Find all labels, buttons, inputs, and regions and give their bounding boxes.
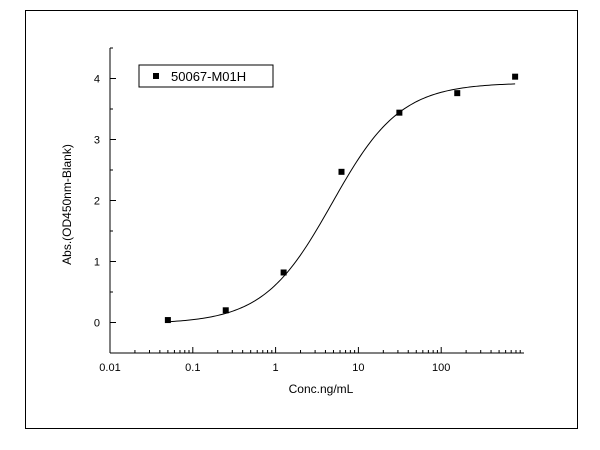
x-tick-label: 10 [352,362,364,374]
fit-curve [167,83,516,323]
x-tick-label: 0.01 [99,362,120,374]
y-tick-label: 0 [94,318,100,330]
x-ticks: 0.01 0.1 1 10 100 [99,347,521,374]
data-point [396,109,403,116]
data-point [222,307,229,314]
data-points [164,73,519,324]
legend-marker [153,73,159,79]
y-tick-label: 3 [94,135,100,147]
y-tick-label: 4 [94,74,100,86]
data-point [280,269,287,276]
x-tick-label: 0.1 [185,362,200,374]
chart-frame: 0.01 0.1 1 10 100 0 1 2 3 4 Conc.ng/mL Abs.(OD45… [25,10,578,429]
data-point [164,317,171,324]
plot-area: 0.01 0.1 1 10 100 0 1 2 3 4 Conc.ng/mL Abs.(OD45… [60,47,524,396]
x-tick-label: 1 [273,362,279,374]
legend-label: 50067-M01H [171,69,246,84]
legend: 50067-M01H [138,64,274,88]
y-axis-label: Abs.(OD450nm-Blank) [60,144,74,265]
x-tick-label: 100 [432,362,450,374]
data-point [512,73,519,80]
x-axis-label: Conc.ng/mL [289,382,354,396]
y-tick-label: 2 [94,196,100,208]
y-tick-label: 1 [94,257,100,269]
data-point [454,90,461,97]
legend-box [138,64,274,88]
data-point [338,168,345,175]
y-ticks: 0 1 2 3 4 [94,47,116,354]
axes: 0.01 0.1 1 10 100 0 1 2 3 4 Conc.ng/mL Abs.(OD45… [60,47,524,396]
